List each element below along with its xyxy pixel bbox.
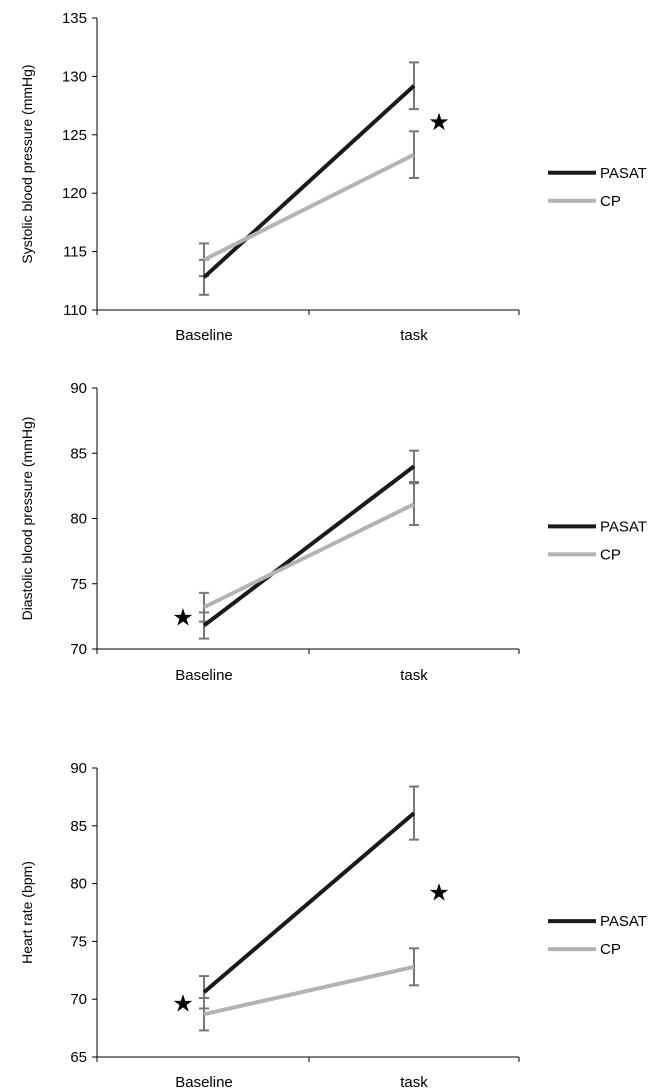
y-tick-label: 70 [70,641,87,658]
y-tick-label: 75 [70,933,87,950]
y-tick-label: 65 [70,1049,87,1066]
significance-star-icon: ★ [172,603,194,631]
series-line-cp [203,152,415,262]
y-tick-label: 125 [62,127,87,144]
series-line-pasat [202,811,416,994]
chart-panel-2: 70 75 80 85 90 Baseline task Diastolic blood pr… [19,380,647,684]
y-tick-label: 90 [70,760,87,777]
y-tick-label: 75 [70,576,87,593]
legend-label: PASAT [600,165,647,182]
x-tick-label: Baseline [175,1074,233,1091]
x-tick-label: Baseline [175,667,233,684]
series-line-cp [203,502,415,610]
x-tick-label: task [400,327,428,344]
series-line-pasat [202,84,416,279]
y-tick-label: 115 [63,244,87,261]
x-tick-label: Baseline [175,327,233,344]
significance-star-icon: ★ [428,108,450,136]
legend-label: CP [600,546,621,563]
y-axis-label: Systolic blood pressure (mmHg) [19,64,35,263]
y-axis-label: Diastolic blood pressure (mmHg) [19,417,35,621]
series-line-cp [203,964,415,1017]
y-tick-label: 80 [70,511,87,528]
y-tick-label: 130 [62,68,87,85]
series-line-pasat [202,464,416,628]
y-axis-label: Heart rate (bpm) [19,861,35,964]
significance-star-icon: ★ [172,990,194,1018]
significance-star-icon: ★ [428,879,450,907]
y-tick-label: 90 [70,380,87,397]
legend-label: CP [600,193,621,210]
y-tick-label: 135 [62,10,87,27]
y-tick-label: 120 [62,185,87,202]
y-tick-label: 110 [63,302,87,319]
legend-label: PASAT [600,518,647,535]
chart-panel-3: 65 70 75 80 85 90 Baseline task Heart rate (bpm)… [19,760,647,1091]
chart-panel-1: 110 115 120 125 130 135 Baseline task Systolic b… [19,10,647,344]
legend-label: PASAT [600,913,647,930]
x-tick-label: task [400,1074,428,1091]
y-tick-label: 80 [70,876,87,893]
error-bar [409,61,419,111]
y-tick-label: 85 [70,818,87,835]
x-tick-label: task [400,667,428,684]
y-tick-label: 85 [70,445,87,462]
legend-label: CP [600,941,621,958]
y-tick-label: 70 [70,991,87,1008]
